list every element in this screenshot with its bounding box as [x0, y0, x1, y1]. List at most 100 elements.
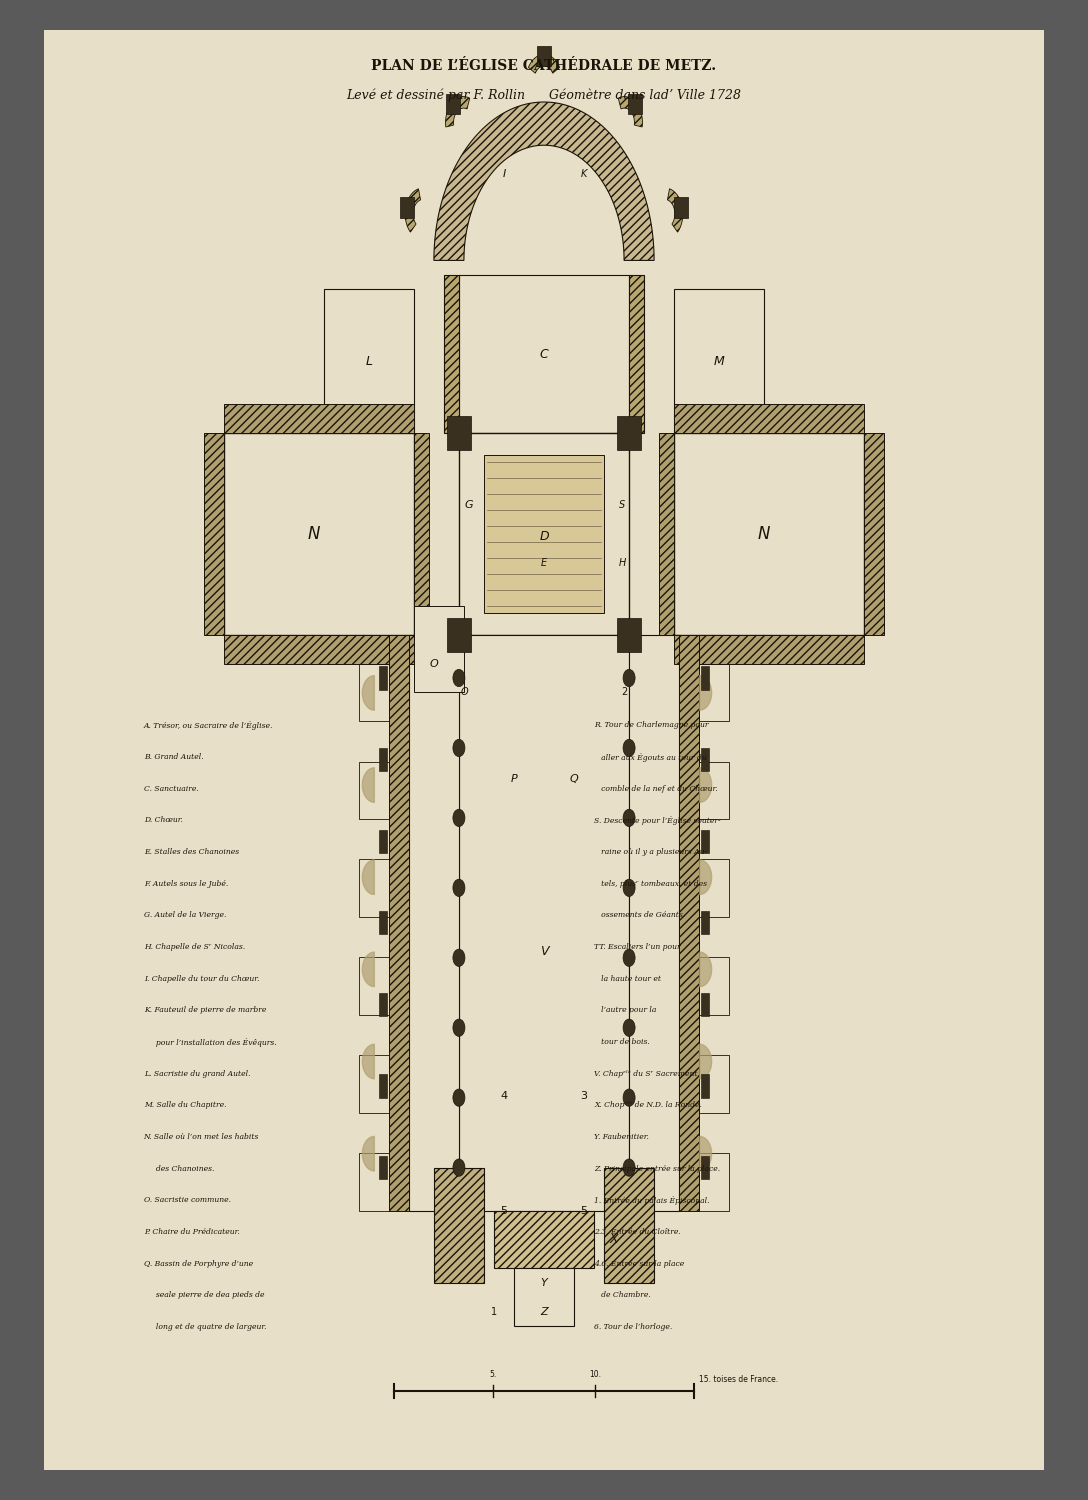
Text: S: S	[619, 500, 626, 510]
Text: la haute tour et: la haute tour et	[594, 975, 662, 982]
Text: L. Sacristie du grand Autel.: L. Sacristie du grand Autel.	[144, 1070, 250, 1077]
Text: aller aux Égouts au tour du: aller aux Égouts au tour du	[594, 753, 707, 762]
Bar	[675, 634, 864, 663]
Text: ossements de Géants.: ossements de Géants.	[594, 912, 685, 920]
Text: TT. Escaliers l’un pour: TT. Escaliers l’un pour	[594, 944, 681, 951]
Circle shape	[453, 1160, 465, 1176]
Polygon shape	[618, 96, 642, 128]
Text: long et de quatre de largeur.: long et de quatre de largeur.	[144, 1323, 267, 1330]
Text: des Chanoines.: des Chanoines.	[144, 1164, 214, 1173]
Text: 5: 5	[581, 1206, 588, 1216]
Bar	[617, 416, 641, 450]
Text: V: V	[540, 945, 548, 958]
Text: I: I	[503, 170, 506, 178]
Circle shape	[453, 1089, 465, 1107]
Bar	[659, 433, 675, 634]
Text: S. Descente pour l’Église souter-: S. Descente pour l’Église souter-	[594, 816, 720, 825]
Text: 4.6. Entrée sur la place: 4.6. Entrée sur la place	[594, 1260, 684, 1268]
Bar	[675, 405, 864, 433]
Bar	[447, 416, 471, 450]
Bar	[388, 634, 409, 1210]
Circle shape	[623, 879, 635, 897]
Text: Y. Faubenitier.: Y. Faubenitier.	[594, 1132, 648, 1142]
Text: 4: 4	[500, 1090, 507, 1101]
Text: I. Chapelle du tour du Chœur.: I. Chapelle du tour du Chœur.	[144, 975, 259, 982]
Bar	[701, 830, 709, 852]
Bar	[359, 762, 394, 819]
Bar	[701, 993, 709, 1016]
Circle shape	[623, 808, 635, 826]
Text: A. Trésor, ou Sacraire de l’Église.: A. Trésor, ou Sacraire de l’Église.	[144, 722, 273, 730]
Bar	[399, 198, 413, 217]
Bar	[459, 634, 629, 1210]
Text: tels, plusʳ tombeaux, et des: tels, plusʳ tombeaux, et des	[594, 879, 707, 888]
Text: 2.3. Entrée du Cloître.: 2.3. Entrée du Cloître.	[594, 1228, 681, 1236]
Text: D: D	[540, 531, 548, 543]
Bar	[701, 748, 709, 771]
Bar	[629, 93, 642, 114]
Bar	[224, 405, 413, 433]
Bar	[413, 433, 429, 634]
Bar	[617, 618, 641, 652]
Bar	[203, 433, 224, 634]
Bar	[675, 198, 689, 217]
Bar	[484, 454, 604, 614]
Text: tour de bois.: tour de bois.	[594, 1038, 650, 1046]
Text: Z. Principale entrée sur la place.: Z. Principale entrée sur la place.	[594, 1164, 720, 1173]
Bar	[359, 663, 394, 722]
Text: N. Salle où l’on met les habits: N. Salle où l’on met les habits	[144, 1132, 259, 1142]
Text: 15. toises de France.: 15. toises de France.	[700, 1374, 778, 1383]
Text: 5.: 5.	[490, 1371, 496, 1380]
Bar	[379, 993, 387, 1016]
Text: F. Autels sous le Jubé.: F. Autels sous le Jubé.	[144, 879, 227, 888]
Text: H. Chapelle de Sʳ Nicolas.: H. Chapelle de Sʳ Nicolas.	[144, 944, 245, 951]
Bar	[379, 1156, 387, 1179]
Bar	[629, 274, 644, 434]
Bar	[224, 634, 413, 663]
Bar	[701, 1156, 709, 1179]
Text: K: K	[581, 170, 588, 178]
Circle shape	[453, 1019, 465, 1036]
Bar	[675, 290, 764, 434]
Bar	[324, 290, 413, 434]
Bar	[537, 46, 551, 66]
Text: O. Sacristie commune.: O. Sacristie commune.	[144, 1197, 231, 1204]
Text: O: O	[430, 658, 438, 669]
Bar	[359, 1154, 394, 1210]
Text: Q: Q	[570, 774, 579, 784]
Text: l’autre pour la: l’autre pour la	[594, 1007, 656, 1014]
Bar	[701, 1074, 709, 1098]
Bar	[459, 433, 629, 634]
Text: L: L	[366, 354, 372, 368]
Text: G: G	[465, 500, 473, 510]
Bar	[359, 957, 394, 1016]
Text: Z: Z	[540, 1306, 548, 1317]
Text: M. Salle du Chapitre.: M. Salle du Chapitre.	[144, 1101, 226, 1110]
Bar	[694, 859, 729, 916]
Circle shape	[623, 1089, 635, 1107]
Bar	[379, 1074, 387, 1098]
Circle shape	[453, 808, 465, 826]
Text: de Chambre.: de Chambre.	[594, 1292, 651, 1299]
Bar	[694, 1154, 729, 1210]
Text: 1. Entrée du palais Épiscopal.: 1. Entrée du palais Épiscopal.	[594, 1197, 709, 1206]
Text: G. Autel de la Vierge.: G. Autel de la Vierge.	[144, 912, 226, 920]
Bar	[604, 1167, 654, 1282]
Text: P. Chaire du Prédicateur.: P. Chaire du Prédicateur.	[144, 1228, 239, 1236]
Circle shape	[623, 669, 635, 687]
Circle shape	[623, 1160, 635, 1176]
Text: 3: 3	[581, 1090, 588, 1101]
Bar	[379, 912, 387, 934]
Polygon shape	[446, 96, 470, 128]
Text: 1: 1	[491, 1306, 497, 1317]
Circle shape	[453, 879, 465, 897]
Text: Q. Bassin de Porphyre d’une: Q. Bassin de Porphyre d’une	[144, 1260, 252, 1268]
Bar	[446, 93, 459, 114]
Text: X: X	[609, 1233, 618, 1246]
Bar	[379, 666, 387, 690]
Text: 2: 2	[621, 687, 627, 698]
Circle shape	[453, 669, 465, 687]
Bar	[629, 634, 679, 1210]
Text: N: N	[758, 525, 770, 543]
Bar	[675, 433, 864, 634]
